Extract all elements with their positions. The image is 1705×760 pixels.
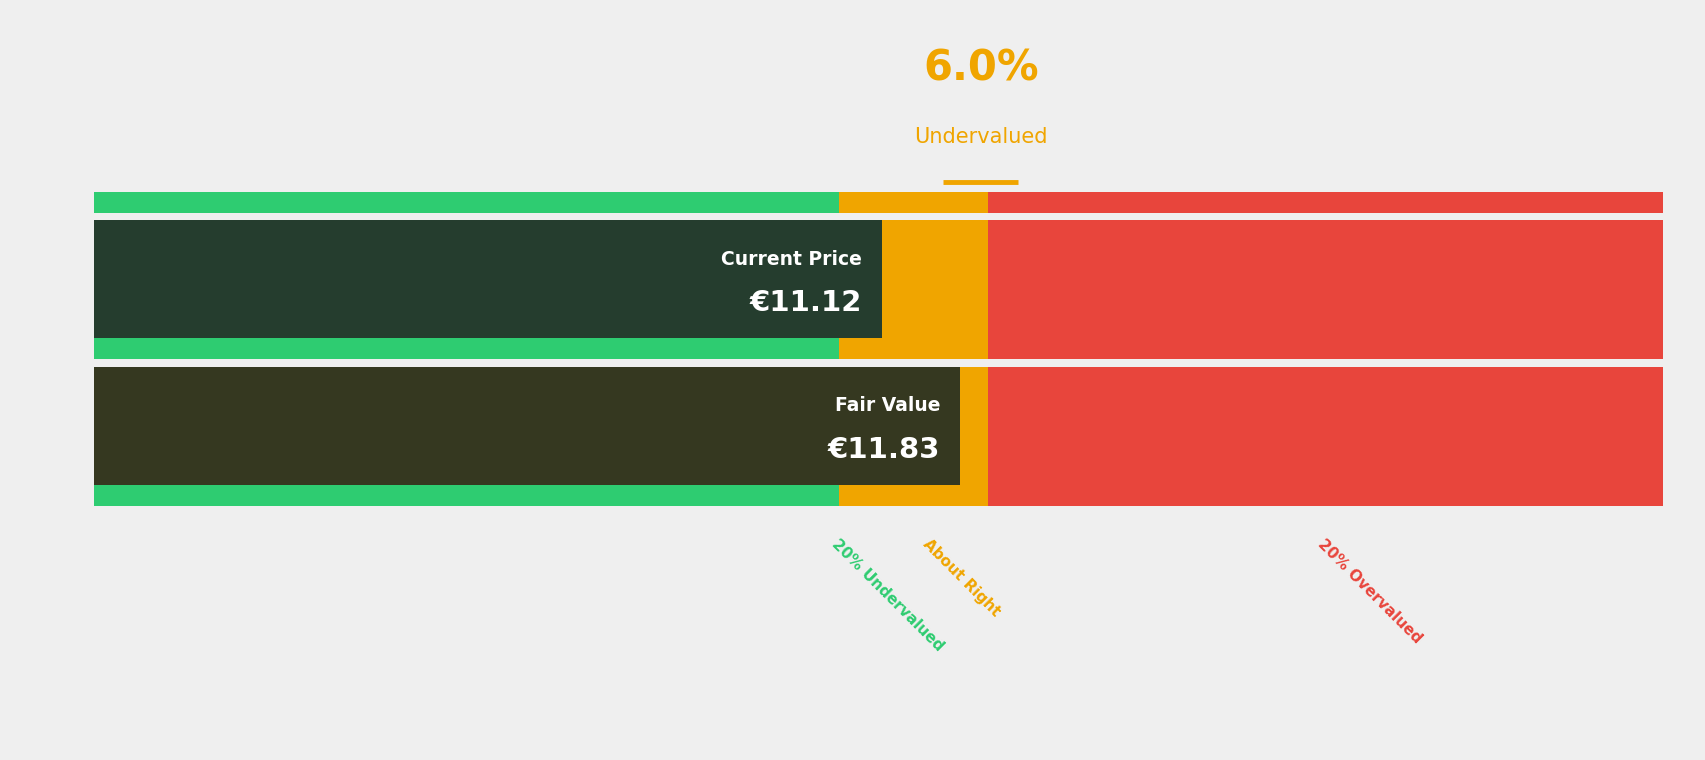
Text: €11.83: €11.83: [827, 435, 939, 464]
Bar: [94, 367, 839, 485]
Text: 20% Overvalued: 20% Overvalued: [1315, 537, 1424, 646]
Bar: [987, 192, 1662, 213]
Bar: [94, 220, 881, 338]
Text: €11.12: €11.12: [748, 289, 861, 317]
Text: 6.0%: 6.0%: [922, 47, 1038, 90]
Bar: [94, 367, 960, 485]
Bar: [94, 338, 839, 359]
Bar: [987, 338, 1662, 359]
Bar: [839, 338, 987, 359]
Text: Current Price: Current Price: [720, 250, 861, 269]
Text: Fair Value: Fair Value: [834, 397, 939, 416]
Text: About Right: About Right: [919, 537, 1003, 619]
Bar: [839, 485, 987, 506]
Bar: [94, 192, 839, 213]
Bar: [987, 220, 1662, 338]
Bar: [839, 367, 987, 485]
Text: Undervalued: Undervalued: [914, 127, 1047, 147]
Bar: [987, 367, 1662, 485]
Text: 20% Undervalued: 20% Undervalued: [829, 537, 946, 654]
Bar: [987, 485, 1662, 506]
Bar: [839, 220, 987, 338]
Bar: [94, 485, 839, 506]
Bar: [94, 220, 839, 338]
Bar: [839, 192, 987, 213]
